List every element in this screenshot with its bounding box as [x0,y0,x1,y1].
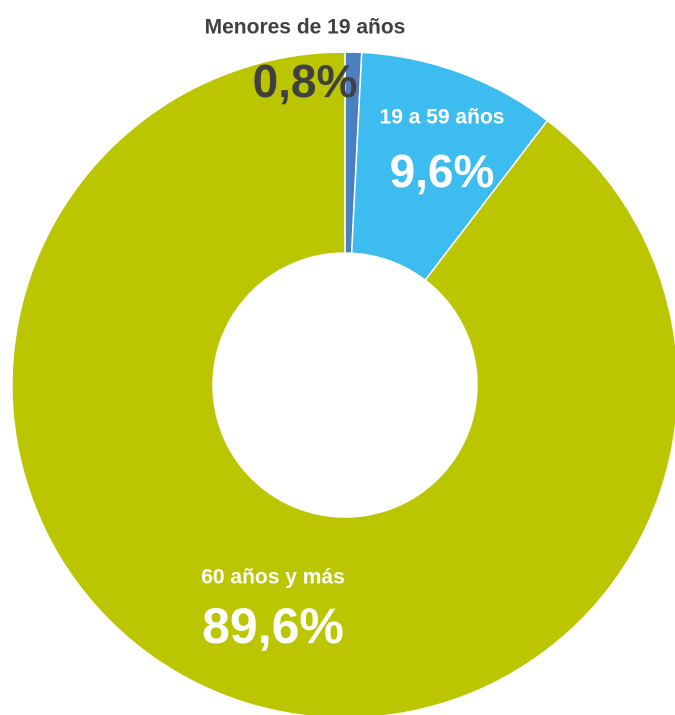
category-label: 60 años y más [201,566,345,589]
category-label: Menores de 19 años [205,16,406,39]
category-label: 19 a 59 años [380,106,505,129]
donut-slice [11,51,675,715]
value-label: 9,6% [390,145,495,197]
value-label: 0,8% [253,55,358,107]
value-label: 89,6% [202,598,344,654]
donut-slice [350,51,549,282]
